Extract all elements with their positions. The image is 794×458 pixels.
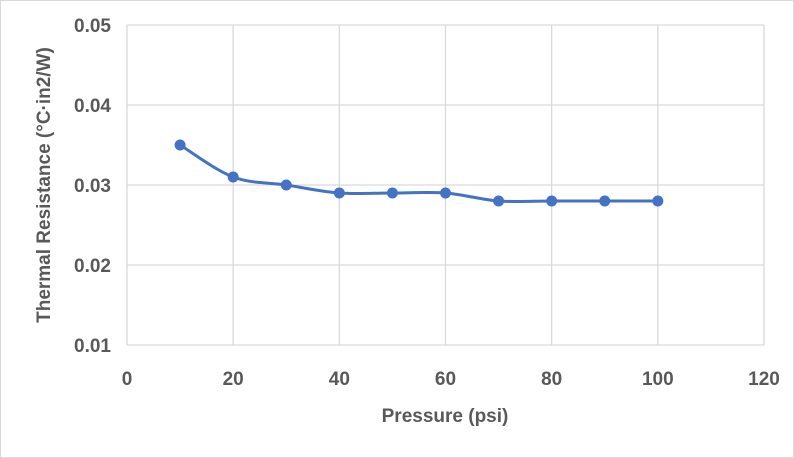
x-tick-label: 20 bbox=[223, 369, 244, 390]
data-point bbox=[493, 195, 505, 207]
data-point bbox=[333, 187, 345, 199]
x-tick-label: 0 bbox=[122, 369, 133, 390]
x-tick-labels: 0 20 40 60 80 100 120 bbox=[122, 369, 780, 390]
data-point bbox=[599, 195, 611, 207]
data-point bbox=[174, 139, 186, 151]
series-line bbox=[179, 143, 658, 204]
data-point bbox=[546, 195, 558, 207]
data-point bbox=[227, 171, 239, 183]
y-tick-labels: 0.01 0.02 0.03 0.04 0.05 bbox=[74, 16, 111, 357]
x-tick-label: 100 bbox=[642, 369, 674, 390]
y-tick-label: 0.01 bbox=[74, 336, 111, 357]
x-axis-label: Pressure (psi) bbox=[382, 406, 509, 427]
y-tick-label: 0.05 bbox=[74, 16, 111, 37]
y-tick-label: 0.04 bbox=[74, 96, 111, 117]
data-point bbox=[440, 187, 451, 199]
data-point bbox=[280, 179, 292, 191]
gridlines bbox=[126, 24, 765, 346]
y-axis-label: Thermal Resistance (°C·in2/W) bbox=[34, 47, 55, 323]
y-tick-label: 0.02 bbox=[74, 256, 111, 277]
data-point bbox=[652, 195, 664, 207]
x-tick-label: 60 bbox=[435, 369, 456, 390]
x-tick-label: 120 bbox=[748, 369, 780, 390]
x-tick-label: 80 bbox=[541, 369, 562, 390]
series-points bbox=[174, 139, 664, 207]
y-tick-label: 0.03 bbox=[74, 176, 111, 197]
x-tick-label: 40 bbox=[329, 369, 350, 390]
data-point bbox=[386, 187, 398, 199]
